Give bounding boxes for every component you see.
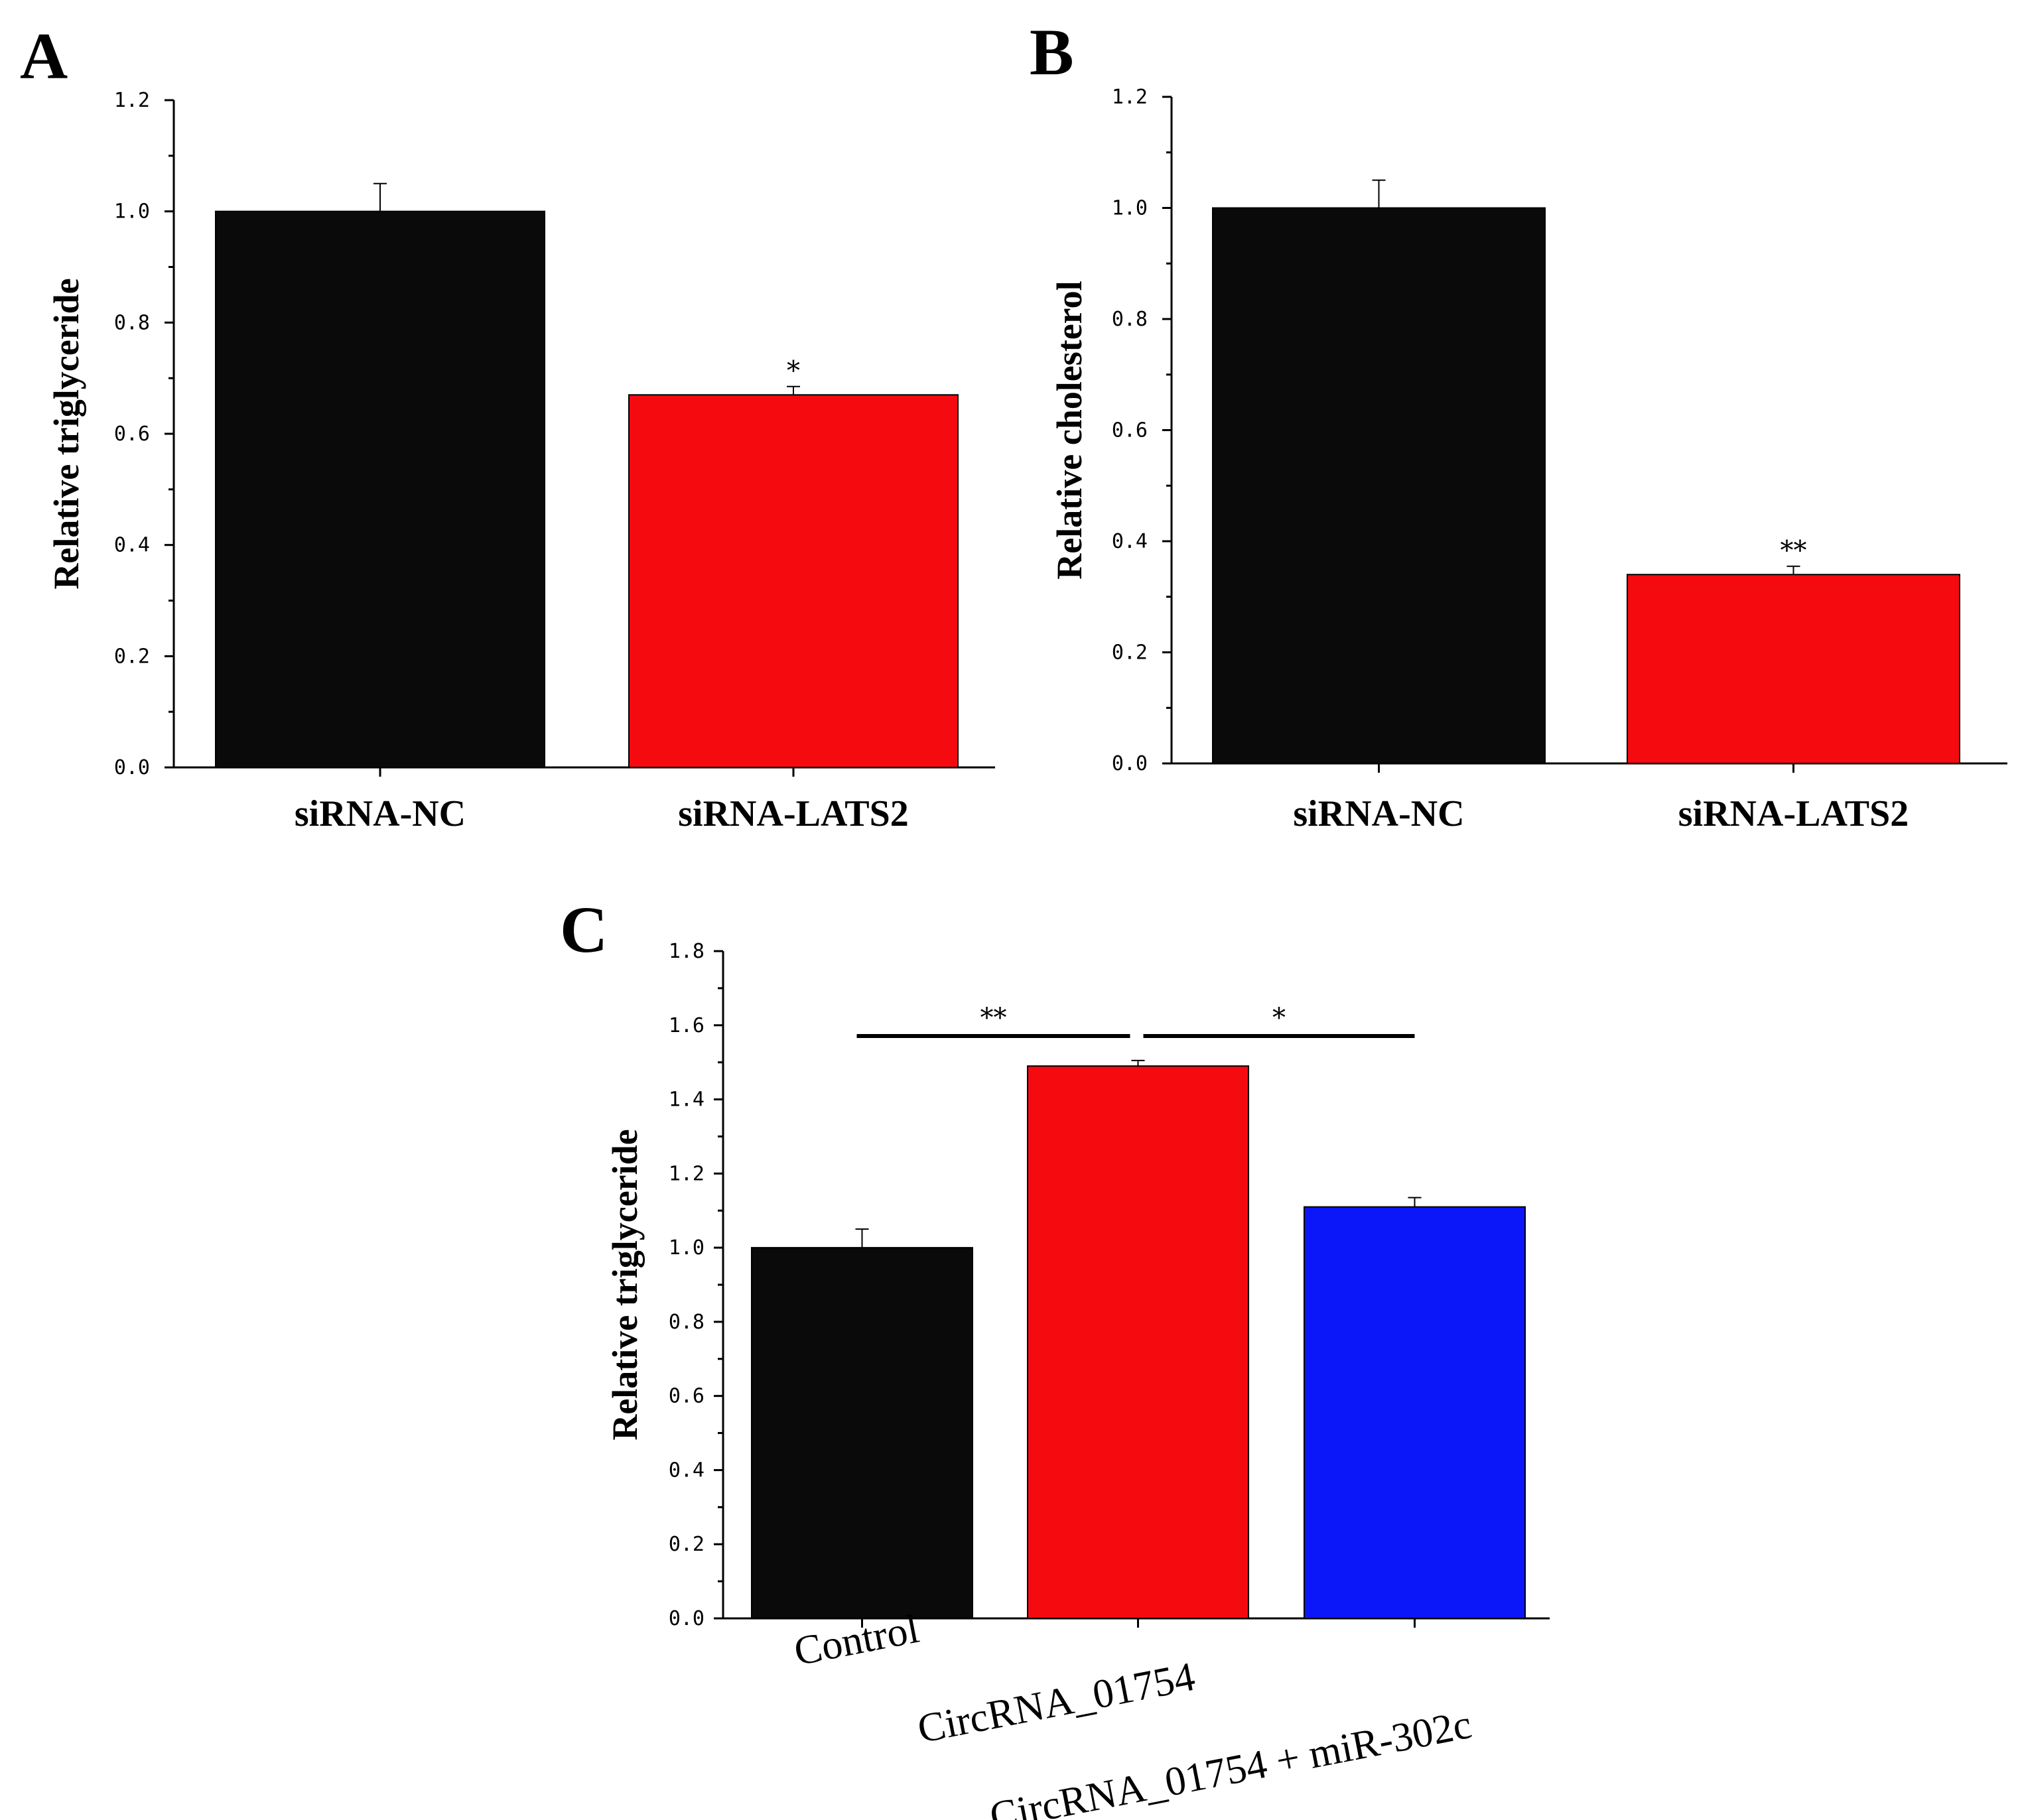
chart-panel-a: 0.0 0.2 0.4 0.6 0.8 1.0 1.2 Relative triglyceri…	[46, 89, 995, 834]
y-tick-label: 1.6	[669, 1014, 705, 1037]
y-tick-label: 0.6	[114, 422, 150, 446]
significance-marker: **	[1781, 536, 1807, 566]
bar	[1304, 1206, 1526, 1619]
bar	[215, 210, 545, 768]
significance-marker: *	[787, 356, 800, 387]
y-tick-label: 1.2	[669, 1162, 705, 1185]
bar	[1027, 1065, 1249, 1620]
y-tick-label: 0.2	[669, 1533, 705, 1556]
y-tick-label: 1.0	[114, 200, 150, 224]
y-tick-label: 0.2	[1112, 641, 1148, 665]
y-tick-label: 0.0	[114, 756, 150, 779]
y-tick-label: 0.4	[669, 1459, 705, 1482]
y-axis-title: Relative triglyceride	[46, 278, 86, 589]
y-tick-label: 1.2	[114, 89, 150, 112]
y-tick-label: 1.2	[1112, 86, 1148, 109]
y-tick-label: 0.4	[114, 534, 150, 557]
y-tick-label: 0.8	[669, 1311, 705, 1334]
y-tick-label: 0.6	[1112, 419, 1148, 442]
y-tick-label: 1.4	[669, 1088, 705, 1112]
bar	[751, 1247, 973, 1619]
y-axis-title: Relative triglyceride	[605, 1129, 645, 1440]
comparison-significance: **	[980, 1003, 1007, 1033]
y-tick-label: 0.6	[669, 1385, 705, 1408]
chart-panel-c: 0.0 0.2 0.4 0.6 0.8 1.0 1.2 1.4 1.6 1.8 Relative t…	[605, 940, 1550, 1820]
comparison-significance: *	[1272, 1003, 1286, 1033]
x-category-label: siRNA-NC	[295, 793, 466, 834]
bar	[628, 394, 959, 768]
y-tick-label: 0.8	[1112, 308, 1148, 331]
bar	[1627, 574, 1960, 764]
y-axis-title: Relative cholesterol	[1049, 281, 1089, 579]
y-tick-label: 0.8	[114, 311, 150, 334]
y-tick-label: 1.0	[669, 1236, 705, 1260]
x-category-label: CircRNA_01754	[914, 1654, 1199, 1752]
chart-panel-b: 0.0 0.2 0.4 0.6 0.8 1.0 1.2 Relative cholestero…	[1049, 86, 2007, 834]
x-category-label: siRNA-LATS2	[678, 793, 908, 834]
y-tick-label: 0.4	[1112, 530, 1148, 553]
y-tick-label: 0.2	[114, 645, 150, 668]
panel-letter-b: B	[1030, 15, 1074, 89]
y-tick-label: 1.8	[669, 940, 705, 963]
y-tick-label: 0.0	[1112, 752, 1148, 775]
bar	[1212, 207, 1546, 764]
y-tick-label: 1.0	[1112, 197, 1148, 220]
x-category-label: siRNA-NC	[1293, 793, 1464, 834]
panel-letter-c: C	[560, 893, 608, 966]
y-tick-label: 0.0	[669, 1607, 705, 1630]
panel-letter-a: A	[20, 19, 68, 93]
x-category-label: siRNA-LATS2	[1678, 793, 1909, 834]
